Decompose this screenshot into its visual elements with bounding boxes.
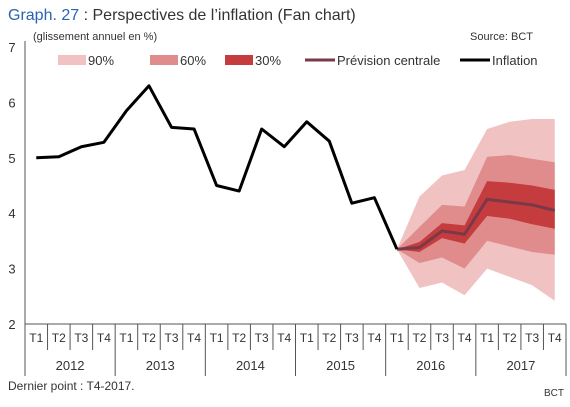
x-quarter-label: T2 [232,331,246,345]
x-quarter-label: T4 [97,331,111,345]
x-quarter-label: T4 [367,331,381,345]
x-year-label: 2013 [146,358,175,373]
x-quarter-label: T3 [525,331,539,345]
legend: 90% 60% 30% Prévision centrale Inflation [58,53,538,68]
legend-swatch-band_90 [58,55,86,65]
legend-label-band_30: 30% [255,53,281,68]
legend-label-inflation: Inflation [492,53,538,68]
x-quarter-label: T4 [458,331,472,345]
y-tick-label: 3 [8,262,15,277]
credit-label: BCT [544,388,564,399]
inflation-line [36,86,397,249]
source-label: Source: BCT [470,31,533,43]
fan-bands [397,119,555,301]
x-quarter-label: T1 [119,331,133,345]
x-quarter-label: T3 [165,331,179,345]
graph-number: Graph. 27 [8,7,79,24]
x-axis: T1 T2 T3 T4 T1 T2 T3 T4 T1 T2 T3 T4 T1 T2 T3 T4 T1 T2 T3 T4… [25,324,566,376]
x-year-label: 2017 [506,358,535,373]
x-quarter-label: T3 [255,331,269,345]
legend-label-central: Prévision centrale [337,53,440,68]
unit-note: (glissement annuel en %) [33,31,157,43]
footnote: Dernier point : T4-2017. [8,379,135,393]
x-quarter-label: T1 [210,331,224,345]
x-quarter-label: T4 [277,331,291,345]
y-tick-label: 6 [8,95,15,110]
legend-swatch-band_60 [150,55,178,65]
x-quarter-label: T1 [480,331,494,345]
x-year-label: 2016 [416,358,445,373]
legend-label-band_60: 60% [180,53,206,68]
x-year-label: 2014 [236,358,265,373]
y-tick-label: 4 [8,206,15,221]
x-quarter-label: T2 [52,331,66,345]
x-quarter-label: T4 [187,331,201,345]
x-quarter-label: T1 [300,331,314,345]
y-tick-label: 2 [8,317,15,332]
x-year-label: 2012 [56,358,85,373]
x-quarter-label: T2 [503,331,517,345]
x-quarter-label: T2 [142,331,156,345]
y-axis: 2 3 4 5 6 7 [8,40,25,332]
y-tick-label: 7 [8,40,15,55]
chart-title: Graph. 27 : Perspectives de l’inflation … [8,7,356,24]
x-year-label: 2015 [326,358,355,373]
legend-label-band_90: 90% [88,53,114,68]
legend-swatch-band_30 [225,55,253,65]
x-quarter-label: T1 [390,331,404,345]
graph-title-text: : Perspectives de l’inflation (Fan chart… [79,7,356,24]
x-quarter-label: T3 [74,331,88,345]
x-quarter-label: T3 [345,331,359,345]
x-quarter-label: T2 [412,331,426,345]
x-quarter-label: T2 [322,331,336,345]
x-quarter-label: T4 [548,331,562,345]
y-tick-label: 5 [8,151,15,166]
x-quarter-label: T1 [29,331,43,345]
x-quarter-label: T3 [435,331,449,345]
